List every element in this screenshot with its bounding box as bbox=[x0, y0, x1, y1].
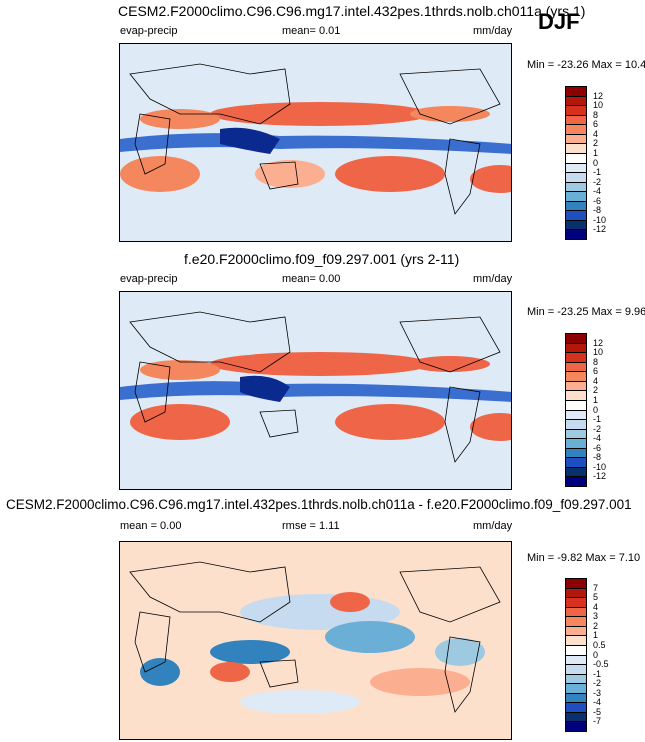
panel2-minmax: Min = -23.25 Max = 9.96 bbox=[527, 306, 645, 318]
colorbar-label: 2 bbox=[593, 385, 599, 396]
panel2-mean: mean= 0.00 bbox=[282, 273, 341, 285]
colorbar-label: 7 bbox=[593, 582, 599, 593]
panel2-map bbox=[119, 291, 512, 490]
colorbar-label: -7 bbox=[593, 716, 602, 727]
panel3-minmax: Min = -9.82 Max = 7.10 bbox=[527, 552, 641, 564]
colorbar-label: -12 bbox=[593, 471, 607, 482]
colorbar-label: -8 bbox=[593, 452, 602, 463]
colorbar-label: -2 bbox=[593, 678, 602, 689]
colorbar-label: 10 bbox=[593, 347, 604, 358]
colorbar-label: -1 bbox=[593, 414, 602, 425]
colorbar-label: -1 bbox=[593, 167, 602, 178]
panel1-left-label: evap-precip bbox=[120, 25, 178, 37]
colorbar-label: 12 bbox=[593, 90, 604, 101]
colorbar-label: 8 bbox=[593, 356, 599, 367]
colorbar-label: 4 bbox=[593, 601, 599, 612]
panel1-title: CESM2.F2000climo.C96.C96.mg17.intel.432p… bbox=[118, 3, 586, 19]
colorbar-label: 1 bbox=[593, 394, 599, 405]
panel3-rmse: rmse = 1.11 bbox=[282, 520, 340, 532]
panel1-colorbar: 12 10 8 6 4 2 1 0 -1 -2 -4 -6 -8 -10 -12 bbox=[565, 86, 625, 240]
colorbar-label: 2 bbox=[593, 138, 599, 149]
colorbar-label: 2 bbox=[593, 620, 599, 631]
colorbar-label: -2 bbox=[593, 176, 602, 187]
panel2-left-label: evap-precip bbox=[120, 273, 178, 285]
colorbar-label: 0 bbox=[593, 404, 599, 415]
colorbar-label: 0.5 bbox=[593, 639, 606, 650]
panel3-map-svg bbox=[120, 542, 511, 739]
colorbar-label: 0 bbox=[593, 157, 599, 168]
panel3-mean: mean = 0.00 bbox=[120, 520, 182, 532]
colorbar-label: -0.5 bbox=[593, 659, 609, 670]
panel3-units: mm/day bbox=[473, 520, 513, 532]
colorbar-label: 0 bbox=[593, 649, 599, 660]
colorbar-label: -1 bbox=[593, 668, 602, 679]
colorbar-label: -10 bbox=[593, 214, 607, 225]
colorbar-label: 8 bbox=[593, 109, 599, 120]
colorbar-label: -2 bbox=[593, 423, 602, 434]
colorbar-swatch bbox=[565, 229, 587, 240]
panel1-map-svg bbox=[120, 44, 511, 241]
season-label: DJF bbox=[538, 9, 580, 34]
colorbar-label: 4 bbox=[593, 128, 599, 139]
colorbar-swatch bbox=[565, 721, 587, 732]
colorbar-label: -3 bbox=[593, 687, 602, 698]
colorbar-label: -10 bbox=[593, 461, 607, 472]
colorbar-label: 3 bbox=[593, 611, 599, 622]
colorbar-label: 10 bbox=[593, 100, 604, 111]
colorbar-label: 1 bbox=[593, 147, 599, 158]
panel1-mean: mean= 0.01 bbox=[282, 25, 341, 37]
colorbar-label: 6 bbox=[593, 119, 599, 130]
panel2-units: mm/day bbox=[473, 273, 513, 285]
colorbar-label: -12 bbox=[593, 224, 607, 235]
colorbar-label: -4 bbox=[593, 697, 602, 708]
panel1-minmax: Min = -23.26 Max = 10.45 bbox=[527, 59, 645, 71]
colorbar-label: -8 bbox=[593, 205, 602, 216]
colorbar-label: 5 bbox=[593, 592, 599, 603]
colorbar-label: -4 bbox=[593, 433, 602, 444]
colorbar-label: -4 bbox=[593, 186, 602, 197]
colorbar-label: 4 bbox=[593, 375, 599, 386]
colorbar-label: -6 bbox=[593, 442, 602, 453]
panel3-map bbox=[119, 541, 512, 740]
colorbar-label: 6 bbox=[593, 366, 599, 377]
panel3-title: CESM2.F2000climo.C96.C96.mg17.intel.432p… bbox=[6, 497, 632, 512]
panel2-title: f.e20.F2000climo.f09_f09.297.001 (yrs 2-… bbox=[184, 251, 460, 267]
colorbar-label: -5 bbox=[593, 706, 602, 717]
panel2-colorbar: 12 10 8 6 4 2 1 0 -1 -2 -4 -6 -8 -10 -12 bbox=[565, 333, 625, 487]
panel1-units: mm/day bbox=[473, 25, 513, 37]
panel2-map-svg bbox=[120, 292, 511, 489]
colorbar-label: 1 bbox=[593, 630, 599, 641]
colorbar-label: 12 bbox=[593, 337, 604, 348]
panel3-colorbar: 7 5 4 3 2 1 0.5 0 -0.5 -1 -2 -3 -4 -5 -7 bbox=[565, 578, 625, 732]
panel1-map bbox=[119, 43, 512, 242]
colorbar-swatch bbox=[565, 476, 587, 487]
colorbar-label: -6 bbox=[593, 195, 602, 206]
